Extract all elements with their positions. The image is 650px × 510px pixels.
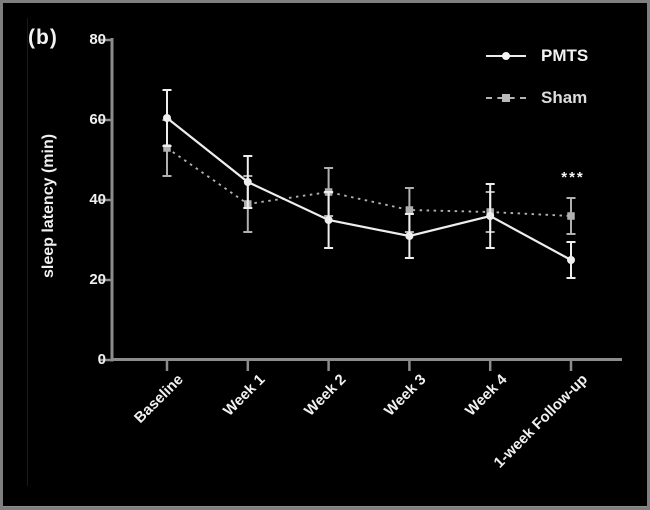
- panel-label: (b): [28, 26, 58, 49]
- pmts-line-sample-icon: [486, 50, 526, 62]
- y-tick-80: 80: [89, 31, 106, 48]
- y-tick-0: 0: [97, 351, 106, 368]
- legend-item-sham: Sham: [486, 88, 588, 108]
- y-tick-60: 60: [89, 111, 106, 128]
- y-tick-40: 40: [89, 191, 106, 208]
- legend-label-pmts: PMTS: [541, 46, 589, 65]
- legend-label-sham: Sham: [541, 88, 588, 107]
- y-axis-title: sleep latency (min): [40, 133, 57, 279]
- legend-item-pmts: PMTS: [486, 46, 588, 66]
- figure-edge-artifact: [27, 18, 28, 486]
- y-tick-20: 20: [89, 271, 106, 288]
- legend: PMTS Sham: [486, 46, 588, 108]
- significance-stars: ***: [561, 169, 585, 186]
- sham-line-sample-icon: [486, 92, 526, 104]
